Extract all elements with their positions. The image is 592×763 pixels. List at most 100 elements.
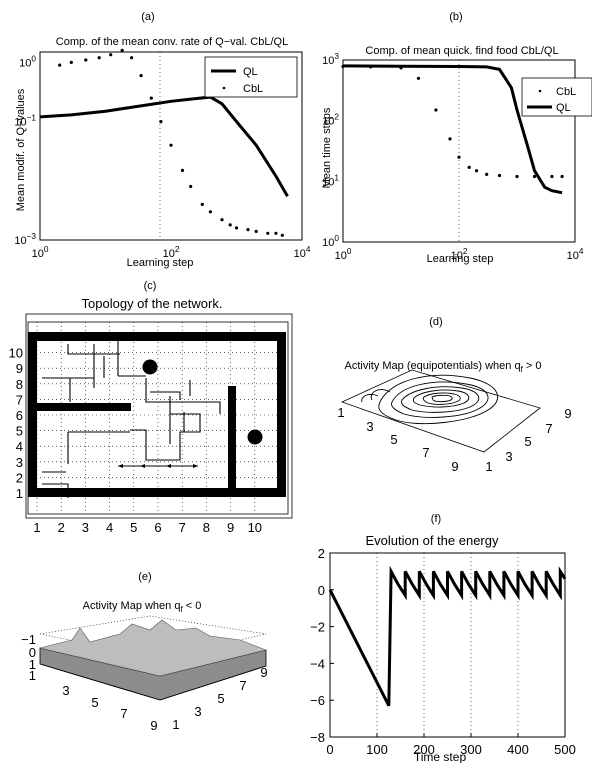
c-x-tick-2: 3 [82, 520, 89, 535]
a-series-1-point [149, 96, 153, 100]
wall-inner-vertical [228, 386, 236, 492]
legend-a-item-0: QL [243, 66, 258, 78]
f-y-tick-4: 0 [318, 583, 325, 598]
f-x-tick-2: 200 [413, 742, 435, 757]
a-series-1-point [274, 231, 278, 235]
b-series-1-line [342, 64, 563, 195]
e-z-tick-0: −1 [21, 632, 36, 647]
b-series-0-point [448, 137, 452, 141]
wall-right [277, 332, 286, 497]
wall-inner-horizontal [28, 403, 131, 411]
a-series-1-point [200, 202, 204, 206]
wall-left [28, 332, 37, 497]
b-series-0-point [467, 165, 471, 169]
a-series-0-line [39, 95, 289, 197]
panel-d-contours [361, 374, 499, 425]
panel-a-title: Comp. of the mean conv. rate of Q−val. C… [56, 36, 288, 48]
panel-d-floor [340, 369, 541, 453]
f-series-0-line [328, 565, 567, 707]
d-x-tick-4: 9 [451, 459, 458, 474]
panel-c-outer-frame [25, 313, 293, 519]
a-series-1-point [208, 210, 212, 214]
wall-top [28, 332, 286, 341]
c-y-tick-7: 8 [16, 377, 23, 392]
d-x-tick-0: 1 [337, 405, 344, 420]
c-y-tick-2: 3 [16, 455, 23, 470]
panel-e-y-ticks: 13 579 [172, 665, 267, 732]
panel-f-x-ticks: 0 100 200 300 400 500 [326, 733, 576, 757]
b-series-0-point [550, 174, 554, 179]
c-y-tick-1: 2 [16, 470, 23, 485]
panel-f-title: Evolution of the energy [366, 533, 499, 548]
f-y-tick-0: −8 [310, 730, 325, 745]
legend-b-dot-swatch [538, 89, 542, 93]
panel-c-network-links [42, 341, 221, 498]
panel-b-ylabel: Mean time steps [321, 107, 333, 188]
b-series-0-point [497, 173, 502, 178]
b-y-tick-0: 100 [322, 234, 339, 249]
panel-b-legend: CbL QL [521, 77, 592, 117]
panel-c-label: (c) [144, 280, 157, 292]
c-y-tick-6: 7 [16, 392, 23, 407]
d-y-tick-1: 3 [505, 449, 512, 464]
e-y-tick-3: 7 [239, 678, 246, 693]
b-y-tick-2: 102 [322, 113, 339, 128]
a-x-tick-2: 104 [294, 245, 311, 260]
panel-a-xlabel: Learning step [127, 257, 194, 269]
f-y-tick-5: 2 [318, 546, 325, 561]
c-x-tick-6: 7 [179, 520, 186, 535]
a-series-1-point [254, 229, 258, 233]
panel-b-title: Comp. of mean quick. find food CbL/QL [365, 45, 558, 57]
c-x-tick-7: 8 [203, 520, 210, 535]
panel-f-xlabel: Time step [414, 750, 467, 763]
c-y-tick-3: 4 [16, 439, 23, 454]
a-series-1-point [58, 63, 62, 67]
panel-d-x-ticks: 1 3 5 7 9 [337, 405, 458, 474]
panel-c-title: Topology of the network. [82, 296, 223, 311]
panel-a-label: (a) [141, 11, 154, 23]
f-y-tick-2: −4 [310, 656, 325, 671]
c-y-tick-5: 6 [16, 408, 23, 423]
legend-a-dot-swatch [222, 86, 226, 90]
a-series-1-point [139, 74, 143, 78]
e-y-tick-2: 5 [217, 691, 224, 706]
legend-b-item-0: CbL [556, 86, 576, 98]
panel-f-series [328, 565, 567, 707]
c-x-tick-3: 4 [106, 520, 113, 535]
f-x-tick-4: 400 [507, 742, 529, 757]
d-x-tick-1: 3 [366, 419, 373, 434]
panel-e-x-ticks: 3 5 7 9 [62, 683, 157, 733]
a-series-1-point [169, 143, 173, 147]
d-y-tick-4: 9 [564, 406, 571, 421]
b-series-0-point [434, 108, 438, 112]
panel-a-y-ticks: 10−3 10−1 100 [14, 54, 36, 247]
panel-f-y-ticks: −8 −6 −4 −2 0 2 [310, 546, 334, 745]
panel-f-label: (f) [431, 513, 441, 525]
panel-a-series [39, 48, 289, 237]
panel-f: (f) Evolution of the energy 0 100 200 300 40… [310, 513, 576, 763]
a-series-1-point [280, 233, 284, 237]
b-series-0-point [474, 169, 479, 173]
panel-b-xlabel: Learning step [427, 253, 494, 265]
c-x-tick-4: 5 [130, 520, 137, 535]
f-x-tick-5: 500 [554, 742, 576, 757]
a-series-1-point [97, 56, 101, 60]
a-series-1-point [228, 223, 232, 227]
f-y-tick-1: −6 [310, 693, 325, 708]
d-y-tick-2: 5 [524, 434, 531, 449]
panel-c: (c) Topology of the network. 1 2 3 4 5 6 7 8 9 10… [9, 280, 293, 535]
b-x-tick-0: 100 [335, 247, 352, 262]
a-series-1-point [130, 56, 134, 60]
d-y-tick-3: 7 [545, 421, 552, 436]
a-series-1-point [220, 218, 224, 222]
a-x-tick-1: 102 [163, 245, 180, 260]
b-series-0-point [485, 172, 489, 176]
e-y-tick-4: 9 [260, 665, 267, 680]
c-y-tick-9: 10 [9, 346, 23, 361]
panel-c-walls [28, 332, 286, 497]
a-series-1-point [180, 168, 185, 172]
e-x-tick-0: 3 [62, 683, 69, 698]
c-x-tick-0: 1 [33, 520, 40, 535]
panel-f-grid [376, 553, 519, 737]
